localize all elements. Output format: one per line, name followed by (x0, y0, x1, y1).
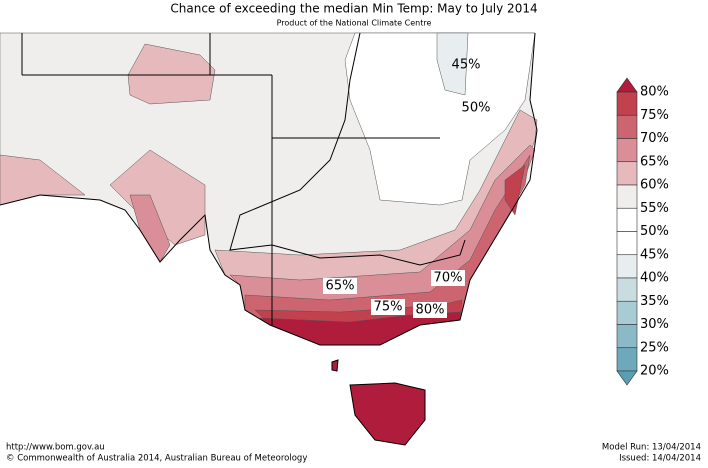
colorbar-label: 65% (640, 154, 669, 169)
colorbar-label: 60% (640, 178, 669, 193)
contour-label: 45% (452, 58, 481, 73)
label-background (323, 278, 357, 294)
label-background (413, 302, 447, 318)
region-45 (436, 32, 469, 96)
state-borders (21, 32, 466, 325)
coastline (0, 32, 538, 346)
footer-copyright: © Commonwealth of Australia 2014, Austra… (6, 454, 307, 464)
colorbar-label: 55% (640, 201, 669, 216)
footer-issued: Issued: 14/04/2014 (619, 454, 701, 464)
colorbar-segment (616, 347, 638, 372)
colorbar-segment (616, 231, 638, 256)
label-background (431, 270, 465, 286)
map: 45% 50% 65% 70% 75% 80% (0, 32, 538, 446)
colorbar-segment (616, 277, 638, 302)
region-75-east (504, 164, 526, 216)
region-65-west (129, 194, 171, 263)
colorbar-segment (616, 91, 638, 116)
colorbar-segment (616, 161, 638, 186)
label-background (371, 299, 405, 315)
contour-label: 75% (374, 300, 403, 315)
colorbar-label: 40% (640, 271, 669, 286)
colorbar-arrow-bottom (616, 370, 638, 386)
island (331, 359, 339, 372)
footer-url: http://www.bom.gov.au (6, 443, 105, 453)
contour-label: 65% (326, 279, 355, 294)
colorbar-arrow-top (616, 77, 638, 93)
colorbar-label: 75% (640, 108, 669, 123)
colorbar-segment (616, 114, 638, 139)
colorbar-label: 70% (640, 131, 669, 146)
colorbar-label: 45% (640, 247, 669, 262)
colorbar-label: 20% (640, 364, 669, 379)
contour-label: 50% (462, 101, 491, 116)
colorbar-segment (616, 324, 638, 349)
footer-model-run: Model Run: 13/04/2014 (602, 443, 701, 453)
colorbar-segment (616, 207, 638, 232)
contour-label: 80% (416, 303, 445, 318)
region-50 (344, 32, 536, 206)
colorbar-label: 30% (640, 317, 669, 332)
colorbar-label: 25% (640, 340, 669, 355)
contour-labels: 45% 50% 65% 70% 75% 80% (323, 58, 491, 318)
subtitle: Product of the National Climate Centre (277, 19, 432, 28)
title: Chance of exceeding the median Min Temp:… (170, 2, 537, 16)
tasmania (349, 382, 426, 446)
colorbar: 80% 75% 70% 65% 60% 55% 50% 45% 40% 35% 30% 25% 20% (616, 77, 669, 386)
contour-label: 70% (434, 271, 463, 286)
colorbar-label: 50% (640, 224, 669, 239)
colorbar-segment (616, 300, 638, 325)
colorbar-segment (616, 138, 638, 163)
colorbar-segment (616, 254, 638, 279)
colorbar-segment (616, 184, 638, 209)
colorbar-label: 35% (640, 294, 669, 309)
colorbar-label: 80% (640, 85, 669, 100)
